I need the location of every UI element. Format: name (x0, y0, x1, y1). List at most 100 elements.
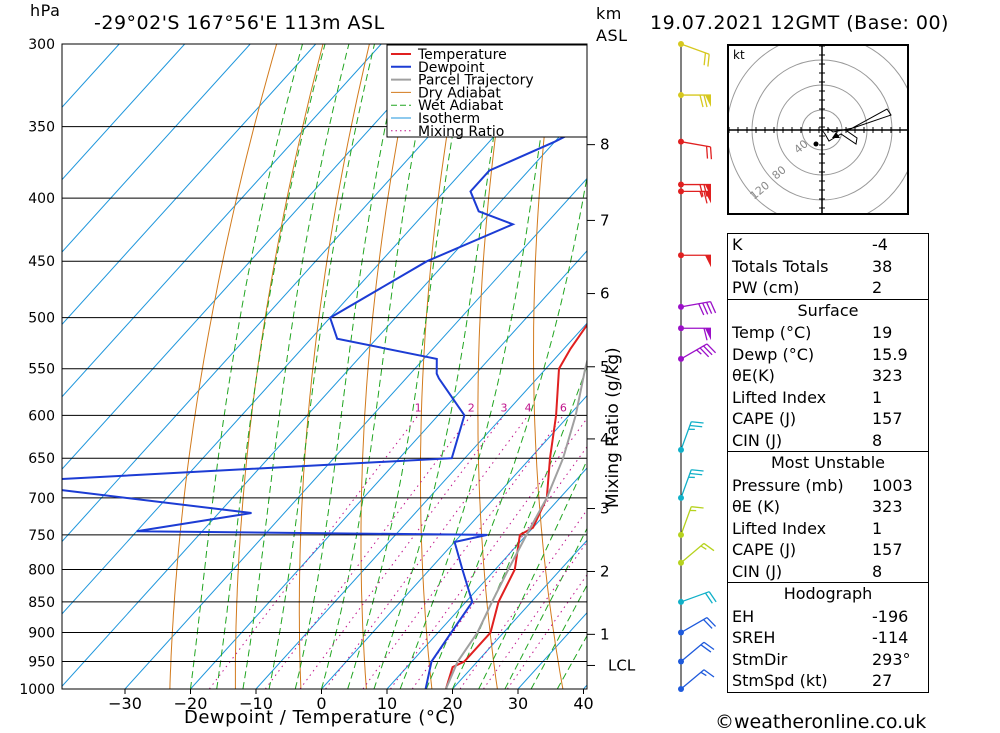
isotherm-line (190, 250, 587, 689)
isotherm-line (124, 177, 587, 689)
index-label: PW (cm) (732, 278, 800, 298)
barb-flag (704, 592, 713, 604)
pressure-tick-label: 550 (28, 362, 55, 378)
most-unstable-label: CIN (J) (732, 562, 783, 582)
mixing-ratio-line (325, 415, 529, 689)
mixing-ratio-line (299, 415, 505, 689)
barb-dot (678, 325, 684, 332)
pressure-tick-label: 700 (28, 491, 55, 507)
surface-row: θE(K) 323 (728, 365, 928, 387)
x-axis-title: Dewpoint / Temperature (°C) (184, 707, 456, 728)
wind-barb (678, 469, 704, 501)
barb-flag (703, 94, 708, 108)
most-unstable-row: CIN (J) 8 (728, 561, 928, 583)
barb-shaft (680, 421, 692, 451)
hodograph-point (813, 141, 819, 147)
barb-dot (678, 92, 684, 99)
barb-dot (678, 686, 684, 692)
most-unstable-row: θE (K) 323 (728, 496, 928, 518)
barb-flag (706, 343, 717, 354)
isotherm-line (62, 44, 513, 543)
mixing-ratio-line (459, 509, 587, 689)
barb-flag (703, 619, 713, 629)
surface-label: CAPE (J) (732, 409, 797, 429)
x-tick-label: −10 (239, 694, 273, 713)
barb-flag (699, 347, 710, 358)
wind-barb (678, 325, 711, 341)
x-tick-label: −20 (174, 694, 208, 713)
pressure-tick-label: 400 (28, 191, 55, 207)
station-location: -29°02'S 167°56'E 113m ASL (94, 12, 385, 34)
barb-flag (699, 94, 704, 108)
barb-flag (709, 146, 713, 160)
isotherm-line (62, 44, 186, 181)
hodograph-title: Hodograph (783, 584, 873, 604)
barb-dot (678, 494, 684, 501)
run-datetime: 19.07.2021 12GMT (Base: 00) (650, 12, 949, 34)
barb-flag (708, 591, 717, 603)
sounding-profiles (62, 86, 587, 689)
barb-flag (691, 506, 704, 509)
barb-half-flag (696, 349, 702, 355)
x-tick-label: −30 (108, 694, 142, 713)
mixing-ratio-line (506, 574, 587, 689)
mixing-ratio-axis-title: Mixing Ratio (g/kg) (603, 347, 623, 508)
barb-pennant (705, 95, 711, 108)
legend-box (386, 44, 588, 138)
wind-barb (678, 138, 713, 160)
legend-entry: Dewpoint (418, 60, 485, 76)
dry-adiabat-line (169, 44, 278, 689)
hodograph-index-value: -196 (872, 606, 909, 626)
km-tick-label: 2 (600, 562, 610, 580)
surface-value: 1 (872, 387, 883, 407)
mixing-ratio-line (362, 415, 564, 689)
km-tick-label: 7 (600, 211, 610, 229)
km-tick-label: 3 (600, 500, 610, 518)
barb-flag (703, 345, 713, 356)
wet-adiabat-line (347, 44, 470, 689)
surface-title: Surface (797, 300, 859, 320)
wet-adiabat-line (373, 44, 509, 689)
index-value: 38 (872, 256, 893, 276)
wind-barb (678, 591, 717, 605)
legend-entry: Dry Adiabat (418, 85, 501, 101)
isotherm-line (255, 322, 587, 689)
pressure-tick-label: 300 (28, 37, 55, 53)
barb-half-flag (699, 191, 703, 198)
barb-flag (699, 184, 704, 197)
barb-half-flag (700, 545, 707, 550)
dry-adiabat-line (640, 44, 694, 689)
hodograph-index-row: EH -196 (728, 605, 928, 627)
pressure-tick-label: 800 (28, 562, 55, 578)
wind-barb (678, 300, 717, 316)
mixing-ratio-label: 20 (670, 401, 684, 414)
mixing-ratio-label: 1 (415, 401, 422, 414)
barb-shaft (680, 343, 708, 360)
wet-adiabat-line (425, 174, 587, 689)
km-tick-label: 4 (600, 430, 610, 448)
plot-frame (61, 43, 588, 690)
barb-pennant (705, 328, 711, 341)
hodograph-index-value: -114 (872, 628, 909, 648)
barb-flag (698, 303, 705, 316)
hodograph-index-label: SREH (732, 628, 776, 648)
most-unstable-label: Lifted Index (732, 518, 827, 538)
hodograph-index-row: StmDir 293° (728, 649, 928, 671)
x-tick-label: 10 (377, 694, 397, 713)
surface-value: 323 (872, 366, 903, 386)
barb-dot (678, 355, 684, 362)
wind-barb (678, 41, 710, 67)
surface-row: Lifted Index 1 (728, 387, 928, 409)
barb-flag (703, 641, 715, 651)
mixing-ratio-label: 25 (692, 401, 706, 414)
hodograph-unit: kt (733, 48, 745, 62)
barb-shaft (680, 641, 705, 663)
dry-adiabat-line (360, 44, 417, 689)
surface-row: Temp (°C) 19 (728, 322, 928, 344)
hodograph-ring-label: 40 (792, 137, 811, 156)
surface-value: 15.9 (872, 344, 908, 364)
copyright-footer: ©weatheronline.co.uk (715, 711, 927, 733)
barb-shaft (680, 141, 711, 148)
barb-dot (678, 138, 684, 145)
